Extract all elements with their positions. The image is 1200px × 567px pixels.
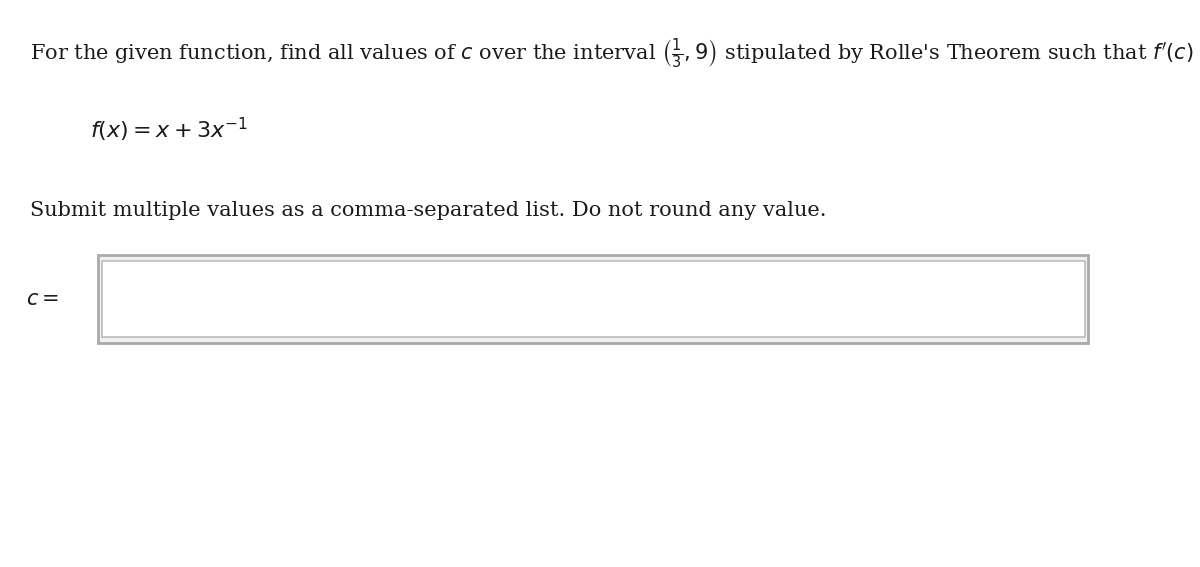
Text: $c =$: $c =$ (26, 290, 59, 308)
Text: Submit multiple values as a comma-separated list. Do not round any value.: Submit multiple values as a comma-separa… (30, 201, 827, 221)
Text: $f(x) = x + 3x^{-1}$: $f(x) = x + 3x^{-1}$ (90, 116, 248, 145)
FancyBboxPatch shape (102, 261, 1085, 337)
FancyBboxPatch shape (98, 255, 1088, 343)
Text: For the given function, find all values of $c$ over the interval $\left(\frac{1}: For the given function, find all values … (30, 37, 1200, 71)
